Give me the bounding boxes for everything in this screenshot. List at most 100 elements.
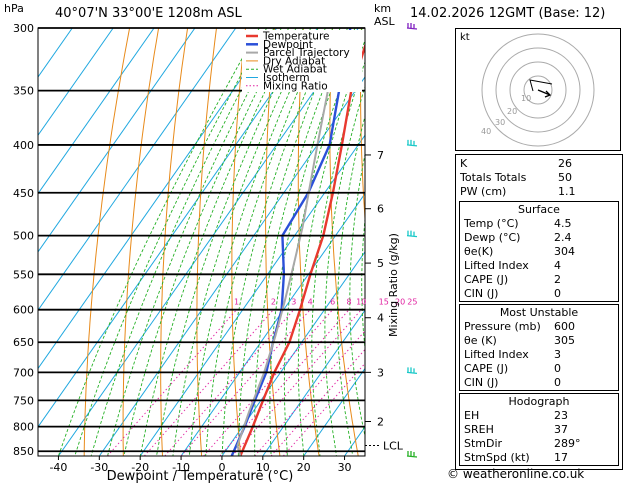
wet-adiabat-line: [172, 28, 312, 456]
isotherm-line: [38, 28, 114, 137]
km-unit-label: km: [374, 2, 392, 15]
height-tick-label: 3: [377, 366, 384, 379]
legend-entry: Temperature: [262, 31, 330, 43]
pressure-tick-label: 400: [13, 139, 34, 152]
wet-adiabat-line: [90, 28, 275, 456]
wind-barb: [406, 451, 418, 458]
isotherm-line: [139, 134, 365, 456]
legend-entry: Dewpoint: [263, 39, 313, 51]
hodograph-stats-title: Hodograph: [508, 395, 570, 408]
legend-entry: Mixing Ratio: [263, 80, 328, 92]
storm-motion-arrow: [537, 89, 552, 98]
wet-adiabat-line: [297, 39, 365, 456]
wet-adiabat-line: [74, 28, 268, 456]
pressure-tick-label: 600: [13, 304, 34, 317]
mixing-ratio-label: 2: [271, 298, 276, 307]
hodo-row: EH 23: [464, 409, 568, 422]
pressure-tick-label: 650: [13, 336, 34, 349]
hodograph-stats-section: Hodograph EH 23 SREH 37 StmDir 289° StmSpd …: [459, 393, 619, 466]
mixing-ratio-line: [180, 309, 311, 456]
height-tick-label: 2: [377, 415, 384, 428]
hodograph-ring: [481, 33, 595, 147]
mixing-ratio-line: [282, 362, 365, 456]
unstable-row: CIN (J) 0: [464, 376, 561, 389]
mixing-ratio-label: 25: [407, 298, 417, 307]
index-row: K 26: [460, 157, 572, 170]
temperature-tick-label: 20: [297, 461, 311, 474]
legend-entry: Wet Adiabat: [263, 64, 327, 76]
hodo-row: SREH 37: [464, 423, 568, 436]
mixing-ratio-label: 6: [330, 298, 335, 307]
dry-adiabat-line: [265, 28, 281, 456]
hodograph-chart: kt 10 20 30 40: [455, 28, 621, 151]
temperature-tick-label: -30: [90, 461, 108, 474]
lcl-label: LCL: [383, 439, 404, 452]
pressure-tick-label: 450: [13, 187, 34, 200]
mixing-ratio-label: 15: [379, 298, 389, 307]
isotherm-line: [303, 367, 365, 456]
height-tick-label: 5: [377, 257, 384, 270]
wind-barb: [406, 139, 418, 147]
mixing-ratio-line: [143, 309, 274, 456]
temperature-tick-label: -20: [131, 461, 149, 474]
pressure-tick-label: 750: [13, 394, 34, 407]
hodo-row: StmDir 289°: [464, 437, 581, 450]
most-unstable-title: Most Unstable: [499, 306, 579, 319]
legend-entry: Isotherm: [263, 72, 310, 84]
copyright-footer: © weatheronline.co.uk: [447, 467, 585, 481]
pressure-tick-label: 300: [13, 22, 34, 35]
temperature-tick-label: 30: [338, 461, 352, 474]
surface-row: CIN (J) 0: [464, 287, 561, 300]
isotherm-line: [38, 28, 278, 370]
mixing-ratio-line: [254, 330, 365, 456]
isotherm-line: [262, 309, 365, 456]
isotherm-line: [98, 76, 365, 456]
wet-adiabat-line: [156, 28, 304, 456]
height-tick-label: 7: [377, 149, 384, 162]
asl-unit-label: ASL: [374, 15, 395, 28]
dry-adiabat-line: [297, 28, 320, 456]
hodograph-trace: [529, 79, 553, 92]
legend-entry: Parcel Trajectory: [263, 47, 350, 59]
isotherm-line: [38, 28, 73, 78]
mixing-ratio-line: [270, 348, 365, 456]
pressure-tick-label: 550: [13, 268, 34, 281]
surface-row: Dewp (°C) 2.4: [464, 231, 572, 244]
x-axis-title: Dewpoint / Temperature (°C): [107, 469, 294, 484]
hodograph-ring-label: 30: [495, 118, 505, 127]
isotherm-line: [58, 28, 359, 456]
wet-adiabat-line: [349, 152, 365, 438]
wet-adiabat-line: [57, 28, 260, 456]
isotherm-line: [38, 28, 196, 253]
isotherm-line: [38, 28, 155, 195]
surface-row: Lifted Index 4: [464, 259, 561, 272]
wet-adiabat-line: [188, 28, 319, 456]
location-title: 40°07'N 33°00'E 1208m ASL: [55, 6, 242, 21]
hodograph-ring: [509, 61, 567, 119]
mixing-ratio-label: 8: [346, 298, 351, 307]
wind-barb: [406, 230, 418, 238]
mixing-ratio-label: 3: [291, 298, 296, 307]
hodograph-ring: [495, 47, 581, 133]
legend-box: [242, 30, 362, 92]
height-tick-label: 6: [377, 203, 384, 216]
surface-row: CAPE (J) 2: [464, 273, 561, 286]
wet-adiabat-line: [254, 28, 349, 456]
pressure-tick-label: 800: [13, 421, 34, 434]
dry-adiabat-line: [329, 28, 359, 456]
unstable-row: Lifted Index 3: [464, 348, 561, 361]
wet-adiabat-line: [269, 28, 356, 456]
temperature-tick-label: -10: [172, 461, 190, 474]
mixing-ratio-axis-title: Mixing Ratio (g/kg): [387, 233, 400, 337]
dry-adiabat-line: [231, 28, 246, 456]
hodograph-unit-label: kt: [460, 32, 470, 43]
wet-adiabat-line: [361, 214, 365, 353]
mixing-ratio-line: [164, 309, 295, 456]
wind-barb: [406, 367, 418, 374]
temperature-tick-label: 0: [218, 461, 225, 474]
unstable-row: CAPE (J) 0: [464, 362, 561, 375]
pressure-tick-label: 850: [13, 445, 34, 458]
temperature-tick-label: -40: [49, 461, 67, 474]
surface-section: Surface Temp (°C) 4.5 Dewp (°C) 2.4 θe(K) 3…: [459, 201, 619, 302]
dry-adiabat-line: [622, 28, 629, 461]
